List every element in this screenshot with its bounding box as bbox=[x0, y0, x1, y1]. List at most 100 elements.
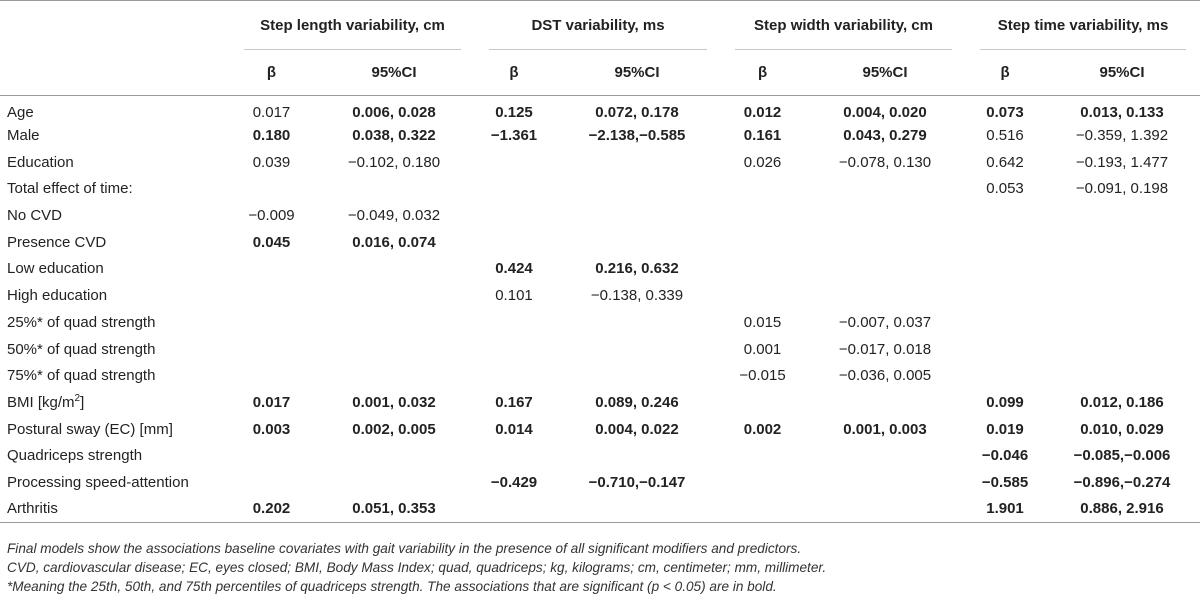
sub-header-row: β 95%CI β 95%CI β 95%CI β 95%CI bbox=[0, 50, 1200, 96]
beta-cell bbox=[475, 229, 553, 256]
row-label-text: Male bbox=[7, 127, 40, 145]
ci-cell: 0.004, 0.022 bbox=[595, 420, 679, 438]
beta-cell: 0.053 bbox=[986, 180, 1024, 198]
ci-cell bbox=[1044, 229, 1200, 256]
ci-cell bbox=[1044, 362, 1200, 389]
beta-cell bbox=[475, 176, 553, 203]
beta-cell: 0.017 bbox=[252, 104, 291, 122]
beta-cell: 0.099 bbox=[986, 393, 1024, 411]
beta-cell: −0.009 bbox=[248, 207, 295, 225]
table-row: Male 0.180 0.038, 0.322 −1.361 −2.138,−0.585… bbox=[0, 122, 1200, 149]
row-label: Postural sway (EC) [mm] bbox=[0, 416, 230, 443]
ci-cell: 0.051, 0.353 bbox=[313, 495, 475, 523]
table-row: Processing speed-attention −0.429 −0.710,−… bbox=[0, 469, 1200, 496]
ci-cell: 0.010, 0.029 bbox=[1080, 420, 1164, 438]
ci-cell: −0.359, 1.392 bbox=[1075, 127, 1169, 145]
table-row: BMI [kg/m2] 0.017 0.001, 0.032 0.167 0.089, … bbox=[0, 389, 1200, 416]
beta-cell bbox=[230, 256, 313, 283]
beta-cell: 0.002 bbox=[743, 420, 782, 438]
row-label-text: Education bbox=[7, 153, 74, 171]
ci-cell: −0.091, 0.198 bbox=[1075, 180, 1169, 198]
ci-cell: −0.049, 0.032 bbox=[347, 207, 441, 225]
beta-cell: 1.901 bbox=[966, 495, 1045, 523]
ci-cell: 0.006, 0.028 bbox=[352, 104, 436, 122]
beta-cell: 0.026 bbox=[743, 153, 782, 171]
ci-cell bbox=[1044, 336, 1200, 363]
ci-cell bbox=[804, 469, 966, 496]
beta-cell bbox=[721, 282, 804, 309]
beta-cell bbox=[475, 336, 553, 363]
beta-cell bbox=[230, 362, 313, 389]
row-label-text: Postural sway (EC) [mm] bbox=[7, 420, 173, 438]
ci-cell bbox=[313, 362, 475, 389]
ci-cell: −0.085,−0.006 bbox=[1073, 447, 1171, 465]
ci-cell bbox=[313, 282, 475, 309]
beta-cell bbox=[966, 202, 1044, 229]
group-header-step-time: Step time variability, ms bbox=[966, 0, 1200, 50]
table-row: High education 0.101 −0.138, 0.339 bbox=[0, 282, 1200, 309]
beta-cell bbox=[230, 469, 313, 496]
group-header-step-length: Step length variability, cm bbox=[230, 0, 475, 50]
ci-cell bbox=[553, 229, 721, 256]
ci-cell bbox=[1044, 256, 1200, 283]
ci-cell: 0.001, 0.032 bbox=[352, 393, 436, 411]
table-row: Education 0.039 −0.102, 0.180 0.026 −0.078, … bbox=[0, 148, 1200, 176]
row-label: Processing speed-attention bbox=[0, 469, 230, 496]
beta-cell: 0.014 bbox=[495, 420, 533, 438]
group-title: Step width variability, cm bbox=[754, 17, 933, 34]
footnote: CVD, cardiovascular disease; EC, eyes cl… bbox=[7, 560, 827, 575]
beta-cell bbox=[721, 256, 804, 283]
ci-cell bbox=[313, 309, 475, 336]
ci-cell: 0.001, 0.003 bbox=[843, 420, 927, 438]
row-label-text: Presence CVD bbox=[7, 233, 107, 251]
row-label: Total effect of time: bbox=[0, 176, 230, 203]
ci-cell: 0.016, 0.074 bbox=[352, 233, 436, 251]
row-label-text: Processing speed-attention bbox=[7, 473, 189, 491]
ci-cell: 0.216, 0.632 bbox=[595, 260, 679, 278]
ci-header: 95%CI bbox=[1044, 50, 1200, 96]
beta-cell bbox=[966, 229, 1044, 256]
ci-header: 95%CI bbox=[313, 50, 475, 96]
ci-cell bbox=[553, 495, 722, 523]
beta-cell: −0.015 bbox=[739, 367, 786, 385]
ci-cell bbox=[804, 495, 967, 523]
beta-cell bbox=[475, 495, 553, 523]
beta-cell: −0.585 bbox=[981, 473, 1029, 491]
ci-cell: −0.036, 0.005 bbox=[838, 367, 932, 385]
beta-cell: 0.424 bbox=[495, 260, 533, 278]
beta-cell bbox=[966, 309, 1044, 336]
table-row: Age 0.017 0.006, 0.028 0.125 0.072, 0.178 0.0… bbox=[0, 95, 1200, 123]
ci-cell: 0.886, 2.916 bbox=[1044, 495, 1200, 523]
table-row: Presence CVD 0.045 0.016, 0.074 bbox=[0, 229, 1200, 256]
ci-cell: 0.089, 0.246 bbox=[595, 393, 679, 411]
beta-cell: 0.202 bbox=[230, 495, 313, 523]
beta-cell: 0.017 bbox=[252, 393, 291, 411]
beta-cell: 0.003 bbox=[252, 420, 291, 438]
beta-cell bbox=[721, 176, 804, 203]
gait-variability-table: Step length variability, cm DST variabil… bbox=[0, 0, 1200, 523]
row-label: Low education bbox=[0, 256, 230, 283]
footnote: *Meaning the 25th, 50th, and 75th percen… bbox=[7, 579, 777, 594]
beta-cell: 0.642 bbox=[986, 153, 1024, 171]
table-row: Low education 0.424 0.216, 0.632 bbox=[0, 255, 1200, 283]
table-row: No CVD −0.009 −0.049, 0.032 bbox=[0, 202, 1200, 229]
ci-cell bbox=[313, 442, 475, 469]
beta-cell bbox=[475, 442, 553, 469]
ci-cell bbox=[553, 362, 721, 389]
beta-cell bbox=[966, 336, 1044, 363]
ci-cell bbox=[553, 176, 721, 203]
group-header-dst: DST variability, ms bbox=[475, 0, 722, 50]
beta-cell: 0.045 bbox=[252, 233, 291, 251]
row-label: 25%* of quad strength bbox=[0, 309, 230, 336]
ci-cell: −0.007, 0.037 bbox=[838, 313, 932, 331]
ci-cell bbox=[313, 336, 475, 363]
ci-cell: 0.002, 0.005 bbox=[352, 420, 436, 438]
row-label: 50%* of quad strength bbox=[0, 336, 230, 363]
beta-cell bbox=[966, 362, 1044, 389]
table-row: 25%* of quad strength 0.015 −0.007, 0.037 bbox=[0, 309, 1200, 336]
beta-cell bbox=[966, 256, 1044, 283]
beta-cell bbox=[475, 309, 553, 336]
table-row: Quadriceps strength −0.046 −0.085,−0.006 bbox=[0, 442, 1200, 469]
beta-cell: 0.012 bbox=[743, 104, 782, 122]
